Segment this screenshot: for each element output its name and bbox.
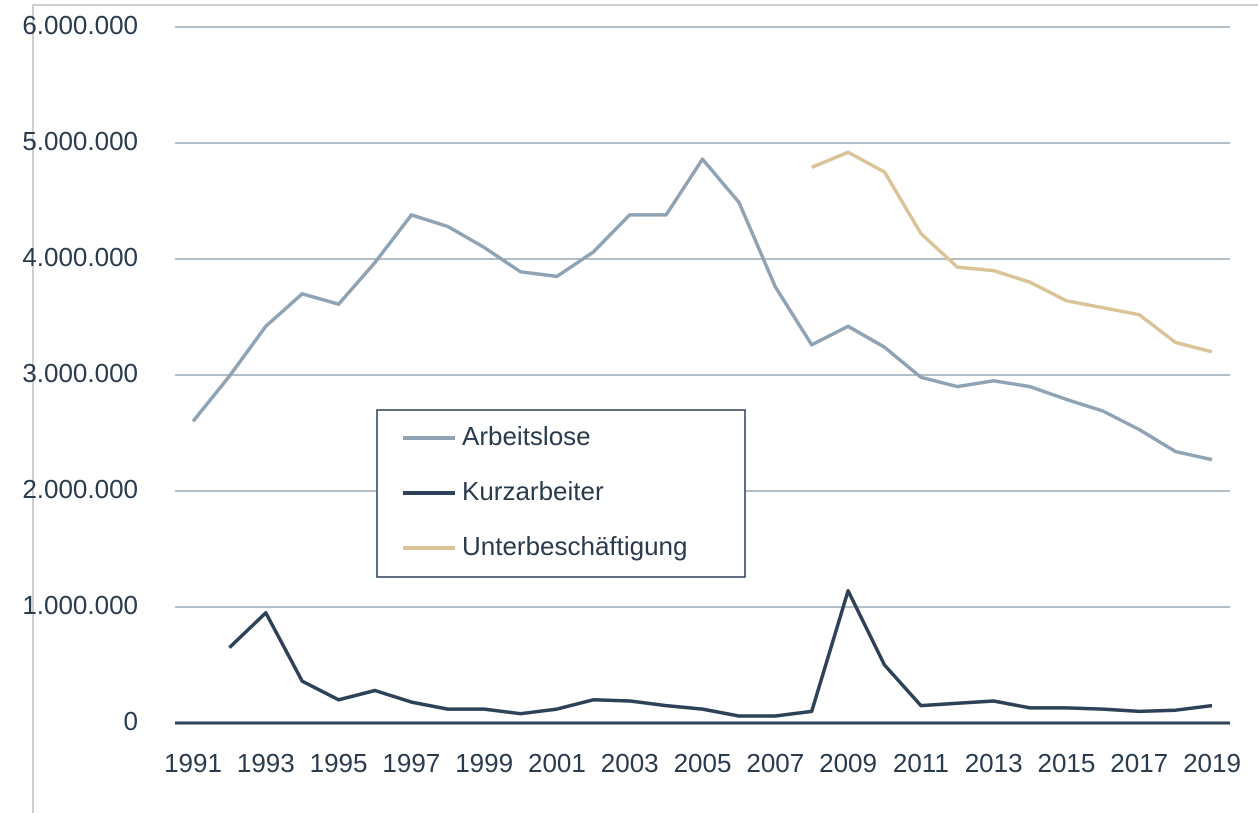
x-tick-label: 2017 — [1110, 748, 1168, 778]
x-tick-label: 1995 — [310, 748, 368, 778]
x-tick-label: 1997 — [382, 748, 440, 778]
x-tick-label: 2009 — [819, 748, 877, 778]
y-tick-label: 5.000.000 — [22, 126, 138, 156]
legend-label: Kurzarbeiter — [462, 476, 604, 506]
x-tick-label: 2007 — [746, 748, 804, 778]
x-tick-label: 2003 — [601, 748, 659, 778]
x-tick-label: 2001 — [528, 748, 586, 778]
x-tick-label: 2013 — [965, 748, 1023, 778]
y-tick-label: 0 — [124, 706, 138, 736]
lines — [191, 150, 1213, 718]
x-tick-label: 1999 — [455, 748, 513, 778]
legend: Arbeitslose Kurzarbeiter Unterbeschäftigun… — [376, 409, 746, 578]
series-line — [191, 157, 1213, 462]
plot-frame — [32, 4, 1258, 813]
y-tick-label: 2.000.000 — [22, 474, 138, 504]
legend-label: Unterbeschäftigung — [462, 531, 687, 561]
x-tick-label: 1991 — [164, 748, 222, 778]
y-tick-label: 1.000.000 — [22, 590, 138, 620]
x-tick-label: 2011 — [893, 748, 949, 778]
legend-label: Arbeitslose — [462, 421, 591, 451]
x-tick-label: 2015 — [1038, 748, 1096, 778]
x-tick-label: 2019 — [1183, 748, 1241, 778]
y-tick-label: 6.000.000 — [22, 10, 138, 40]
series-line — [811, 150, 1213, 354]
x-tick-label: 2005 — [674, 748, 732, 778]
y-tick-label: 4.000.000 — [22, 242, 138, 272]
y-tick-label: 3.000.000 — [22, 358, 138, 388]
series-line — [228, 589, 1213, 718]
grid: 0 1.000.000 2.000.000 3.000.000 4.000.000 5.0… — [22, 10, 1241, 778]
x-tick-label: 1993 — [237, 748, 295, 778]
